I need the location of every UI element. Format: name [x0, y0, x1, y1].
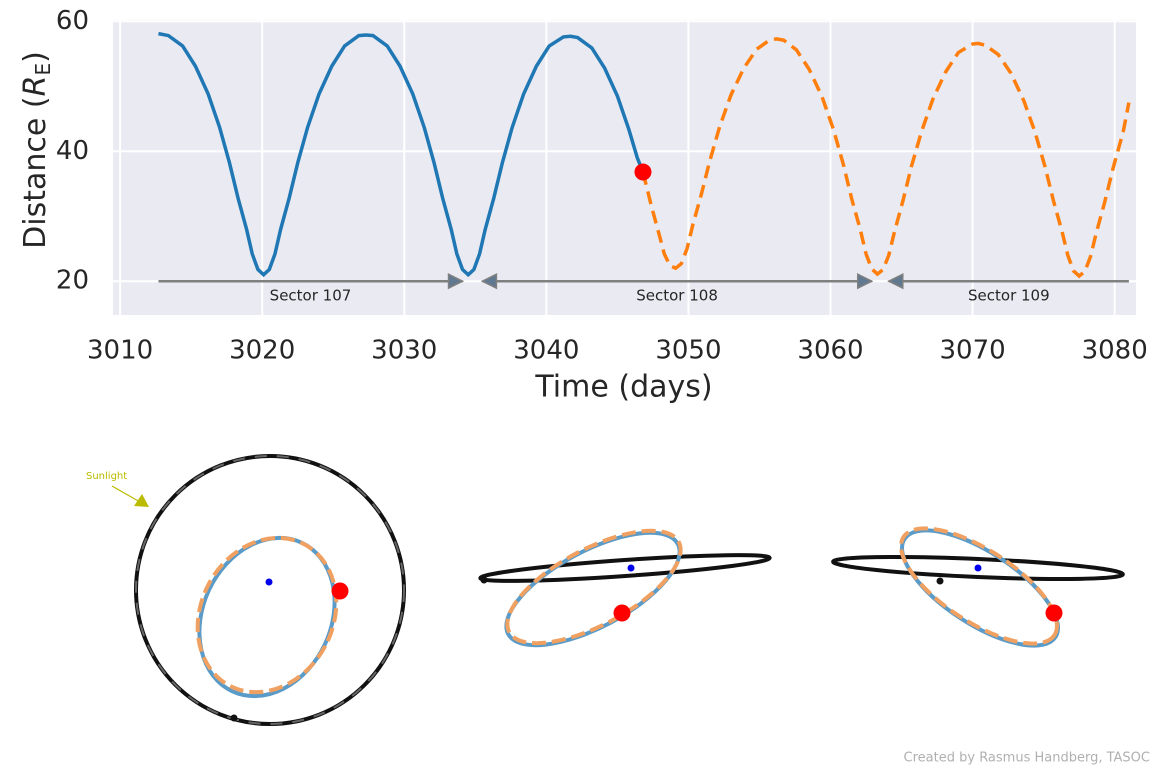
x-tick-label: 3050 — [655, 336, 721, 366]
x-tick-label: 3040 — [513, 336, 579, 366]
orbit-orange — [505, 528, 683, 646]
orbit-blue — [900, 528, 1060, 648]
earth — [627, 564, 635, 572]
plot-area — [113, 20, 1136, 315]
x-axis-label: Time (days) — [534, 370, 712, 405]
x-tick-label: 3030 — [371, 336, 437, 366]
credit: Created by Rasmus Handberg, TASOC — [904, 751, 1150, 766]
x-tick-label: 3060 — [797, 336, 863, 366]
x-tick-label: 3080 — [1082, 336, 1148, 366]
x-tick-label: 3010 — [87, 336, 153, 366]
orbit-ring — [134, 454, 406, 726]
y-tick-label: 60 — [56, 6, 89, 36]
spacecraft — [1045, 604, 1063, 622]
sector-arrowhead — [856, 272, 874, 290]
sunlight-arrow — [111, 485, 141, 503]
sector-label: Sector 109 — [968, 287, 1050, 305]
spacecraft — [331, 582, 349, 600]
orbit-ring — [478, 553, 772, 583]
sector-arrowhead — [447, 272, 465, 290]
moon — [936, 577, 944, 585]
y-label-text: Distance ( — [18, 96, 53, 248]
orbit-ring-dash — [135, 455, 405, 725]
y-tick-label: 20 — [56, 266, 89, 296]
sunlight-arrowhead — [134, 494, 149, 507]
orbit-orange — [195, 535, 339, 695]
x-tick-label: 3020 — [229, 336, 295, 366]
earth — [974, 564, 982, 572]
current-position — [634, 163, 652, 181]
sector-arrowhead — [480, 272, 498, 290]
sector-label: Sector 108 — [636, 287, 718, 305]
spacecraft — [613, 604, 631, 622]
y-axis-label: Distance (RE) — [18, 51, 55, 249]
x-tick-label: 3070 — [940, 336, 1006, 366]
orbit-panel — [478, 528, 772, 648]
moon — [480, 576, 488, 584]
series-line — [158, 31, 645, 278]
y-tick-label: 40 — [56, 136, 89, 166]
orbit-panel — [831, 526, 1125, 648]
y-label-end: ) — [18, 51, 53, 63]
orbit-ring — [831, 555, 1125, 581]
earth — [265, 578, 273, 586]
orbit-blue — [197, 535, 337, 699]
orbit-panel: Sunlight — [86, 454, 406, 726]
orbit-orange — [899, 526, 1059, 646]
moon — [230, 714, 238, 722]
sector-label: Sector 107 — [270, 287, 352, 305]
sunlight-label: Sunlight — [86, 471, 127, 482]
y-label-var: R — [18, 76, 53, 97]
sector-arrowhead — [887, 272, 904, 290]
y-label-sub: E — [31, 63, 55, 76]
